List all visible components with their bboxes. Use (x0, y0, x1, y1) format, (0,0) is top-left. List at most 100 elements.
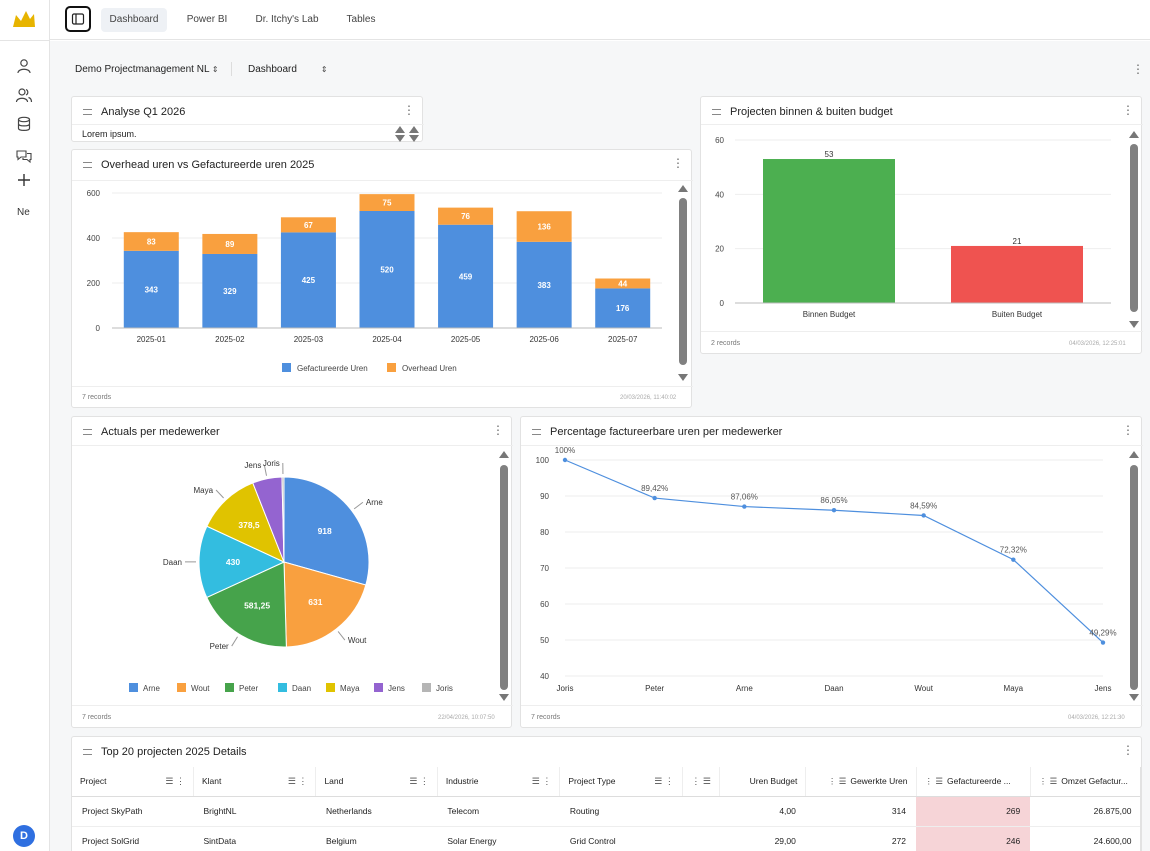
stepper-down-icon[interactable] (395, 135, 405, 142)
stepper-up-icon[interactable] (409, 126, 419, 133)
scrollbar[interactable] (1130, 144, 1138, 312)
tab-dr-itchys-lab[interactable]: Dr. Itchy's Lab (255, 14, 319, 25)
slice-value-label: 430 (226, 557, 240, 567)
panel-menu-icon[interactable]: ⋮ (672, 156, 684, 170)
column-header-industrie[interactable]: Industrie ☰ ⋮ (437, 767, 561, 797)
drag-handle-icon[interactable] (83, 429, 92, 435)
column-header-gefactureerde[interactable]: ⋮ ☰ Gefactureerde ... (916, 767, 1031, 797)
scroll-down-icon[interactable] (678, 374, 688, 381)
cell-gefactureerde: 269 (916, 796, 1031, 827)
panel-menu-icon[interactable]: ⋮ (1122, 103, 1134, 117)
drag-handle-icon[interactable] (712, 109, 721, 115)
users-icon[interactable] (15, 86, 33, 104)
column-header-project[interactable]: Project ☰ ⋮ (72, 767, 194, 797)
table-row[interactable]: Project SolGrid SintData Belgium Solar E… (72, 826, 1140, 851)
panel-menu-icon[interactable]: ⋮ (1122, 743, 1134, 757)
bar-segment (516, 211, 572, 242)
budget-bar-chart: 0 20 40 60 53 Binnen Budget 21 Buiten Budget (715, 136, 1111, 319)
dashboard-menu-icon[interactable]: ⋮ (1132, 62, 1144, 76)
cell-industrie: Solar Energy (437, 826, 560, 851)
column-header-project-type[interactable]: Project Type ☰ ⋮ (559, 767, 683, 797)
drag-handle-icon[interactable] (532, 429, 541, 435)
menu-filter-icon[interactable]: ⋮ ☰ (924, 775, 943, 786)
data-point (742, 504, 747, 509)
legend-swatch (177, 683, 186, 692)
x-tick-label: Daan (824, 684, 843, 693)
filter-menu-icon[interactable]: ☰ ⋮ (165, 776, 185, 786)
data-point (1011, 557, 1016, 562)
database-icon[interactable] (15, 115, 33, 133)
scroll-up-icon[interactable] (1129, 131, 1139, 138)
column-header-gewerkte-uren[interactable]: ⋮ ☰ Gewerkte Uren (805, 767, 917, 797)
column-label: Omzet Gefactur... (1061, 775, 1128, 786)
legend-swatch (374, 683, 383, 692)
slice-label: Maya (193, 486, 213, 495)
filter-menu-icon[interactable]: ☰ ⋮ (409, 776, 429, 786)
column-header-land[interactable]: Land ☰ ⋮ (315, 767, 438, 797)
panel-divider (521, 445, 1143, 446)
stepper-up-icon[interactable] (395, 126, 405, 133)
stepper-control[interactable] (409, 125, 419, 143)
scroll-down-icon[interactable] (1129, 694, 1139, 701)
scrollbar[interactable] (1130, 465, 1138, 690)
data-point (921, 513, 926, 518)
tab-power-bi[interactable]: Power BI (186, 14, 228, 25)
avatar[interactable]: D (13, 825, 35, 847)
panel-menu-icon[interactable]: ⋮ (403, 103, 415, 117)
tab-tables[interactable]: Tables (346, 14, 376, 25)
cell-project: Project SkyPath (72, 796, 194, 827)
updown-chevron-icon: ⇕ (320, 65, 328, 74)
filter-menu-icon[interactable]: ☰ ⋮ (531, 776, 552, 786)
bar-value-label: 425 (302, 276, 316, 285)
slice-label: Jens (244, 461, 261, 470)
cell-omzet: 24.600,00 (1030, 826, 1140, 851)
column-header-klant[interactable]: Klant ☰ ⋮ (193, 767, 317, 797)
scrollbar[interactable] (500, 465, 508, 690)
panel-title: Analyse Q1 2026 (101, 106, 186, 118)
drag-handle-icon[interactable] (83, 162, 92, 168)
slice-leader-line (353, 501, 364, 510)
panel-menu-icon[interactable]: ⋮ (1122, 423, 1134, 437)
bar-value-label: 53 (825, 150, 834, 159)
percentage-line-chart: 40 50 60 70 80 90 100 100% Joris 89,42% Peter 87,06… (536, 446, 1117, 693)
column-header-omzet[interactable]: ⋮ ☰ Omzet Gefactur... (1030, 767, 1140, 797)
data-point (562, 457, 568, 463)
point-value-label: 49,29% (1089, 629, 1116, 638)
pie-slice (281, 476, 285, 563)
menu-filter-icon[interactable]: ⋮ ☰ (1038, 775, 1058, 786)
filter-menu-icon[interactable]: ☰ ⋮ (287, 776, 308, 786)
drag-handle-icon[interactable] (83, 749, 92, 755)
sidebar-nav-text[interactable]: Ne (17, 207, 30, 218)
scroll-down-icon[interactable] (1129, 321, 1139, 328)
cell-blank (682, 826, 720, 851)
scroll-down-icon[interactable] (499, 694, 509, 701)
scroll-up-icon[interactable] (678, 185, 688, 192)
app-logo-icon[interactable] (12, 9, 36, 29)
project-select[interactable]: Demo Projectmanagement NL ⇕ (75, 64, 219, 75)
stepper-down-icon[interactable] (409, 135, 419, 142)
x-tick-label: Peter (645, 684, 664, 693)
bar-segment (516, 241, 572, 328)
menu-filter-icon[interactable]: ⋮ ☰ (827, 775, 847, 786)
sidebar-divider (0, 40, 50, 41)
scrollbar[interactable] (679, 198, 687, 365)
column-header-uren-budget[interactable]: Uren Budget (719, 767, 807, 797)
scroll-up-icon[interactable] (499, 451, 509, 458)
table-row[interactable]: Project SkyPath BrightNL Netherlands Tel… (72, 796, 1140, 827)
menu-filter-icon[interactable]: ⋮ ☰ (691, 776, 711, 786)
user-icon[interactable] (15, 57, 33, 75)
panel-divider (72, 705, 513, 706)
stepper-control[interactable] (395, 125, 405, 143)
sidebar-toggle-button[interactable] (65, 6, 91, 32)
view-select[interactable]: Dashboard ⇕ (248, 64, 328, 75)
legend-swatch (282, 363, 291, 372)
add-icon[interactable] (15, 171, 33, 189)
column-header-blank[interactable]: ⋮ ☰ (682, 767, 720, 797)
chat-icon[interactable] (15, 147, 33, 165)
tab-dashboard[interactable]: Dashboard (101, 8, 167, 32)
drag-handle-icon[interactable] (83, 109, 92, 115)
filter-menu-icon[interactable]: ☰ ⋮ (654, 776, 674, 786)
column-label: Industrie (445, 776, 479, 787)
panel-menu-icon[interactable]: ⋮ (492, 423, 504, 437)
scroll-up-icon[interactable] (1129, 451, 1139, 458)
